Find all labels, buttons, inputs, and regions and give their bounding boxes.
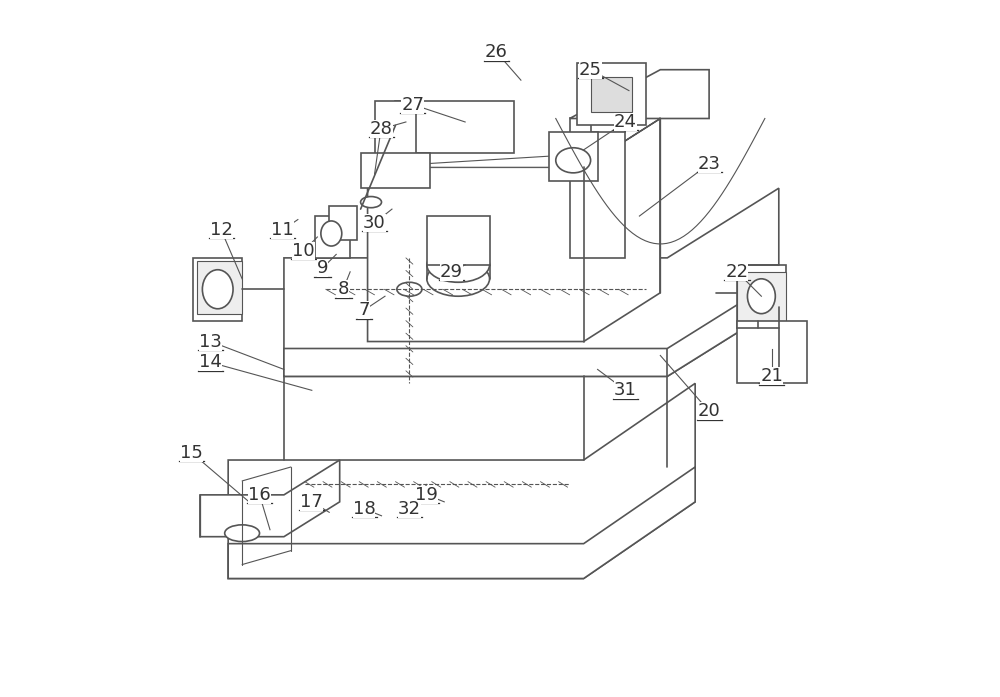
Text: 13: 13	[199, 332, 222, 351]
Text: 18: 18	[353, 500, 375, 518]
Text: 9: 9	[317, 259, 328, 277]
Text: 26: 26	[485, 43, 508, 61]
Bar	[570, 118, 625, 258]
Bar	[577, 63, 646, 125]
Text: 19: 19	[415, 486, 438, 504]
Ellipse shape	[397, 282, 422, 296]
Polygon shape	[570, 70, 709, 118]
Text: 23: 23	[698, 155, 721, 173]
Text: 25: 25	[579, 61, 602, 79]
Polygon shape	[200, 460, 340, 537]
Bar	[427, 216, 490, 265]
Text: 20: 20	[698, 402, 720, 420]
Bar	[375, 101, 416, 171]
Text: 29: 29	[440, 263, 463, 281]
Ellipse shape	[321, 221, 342, 246]
Text: 10: 10	[292, 242, 315, 260]
Bar	[591, 98, 625, 132]
Text: 32: 32	[398, 500, 421, 518]
Polygon shape	[382, 230, 521, 310]
Text: 8: 8	[337, 280, 349, 298]
Ellipse shape	[427, 261, 490, 296]
Polygon shape	[228, 467, 695, 579]
Polygon shape	[395, 101, 514, 153]
Bar	[315, 216, 350, 258]
Ellipse shape	[556, 148, 591, 173]
Bar	[737, 272, 786, 321]
Text: 30: 30	[363, 214, 386, 232]
Text: 14: 14	[199, 353, 222, 372]
Ellipse shape	[747, 279, 775, 314]
Ellipse shape	[427, 247, 490, 282]
Ellipse shape	[225, 525, 260, 542]
Bar	[737, 265, 786, 328]
Polygon shape	[284, 188, 779, 376]
Bar	[361, 153, 430, 188]
Ellipse shape	[202, 270, 233, 309]
Text: 24: 24	[614, 113, 637, 131]
Bar	[549, 132, 598, 181]
Text: 27: 27	[401, 95, 424, 114]
Text: 28: 28	[370, 120, 393, 138]
Polygon shape	[368, 118, 660, 167]
Text: 7: 7	[358, 301, 370, 319]
Polygon shape	[284, 279, 779, 376]
Polygon shape	[228, 383, 695, 579]
Text: 11: 11	[271, 221, 294, 239]
Polygon shape	[368, 118, 660, 342]
Text: 17: 17	[300, 493, 323, 511]
Text: 31: 31	[614, 381, 637, 399]
Bar	[737, 321, 807, 383]
Text: 16: 16	[248, 486, 271, 504]
Ellipse shape	[361, 197, 382, 208]
Bar	[193, 258, 242, 321]
Bar	[591, 77, 632, 112]
Text: 12: 12	[210, 221, 233, 239]
Text: 22: 22	[725, 263, 748, 281]
Text: 21: 21	[760, 367, 783, 385]
Bar	[197, 261, 242, 314]
Bar	[329, 206, 357, 240]
Text: 15: 15	[180, 444, 203, 462]
